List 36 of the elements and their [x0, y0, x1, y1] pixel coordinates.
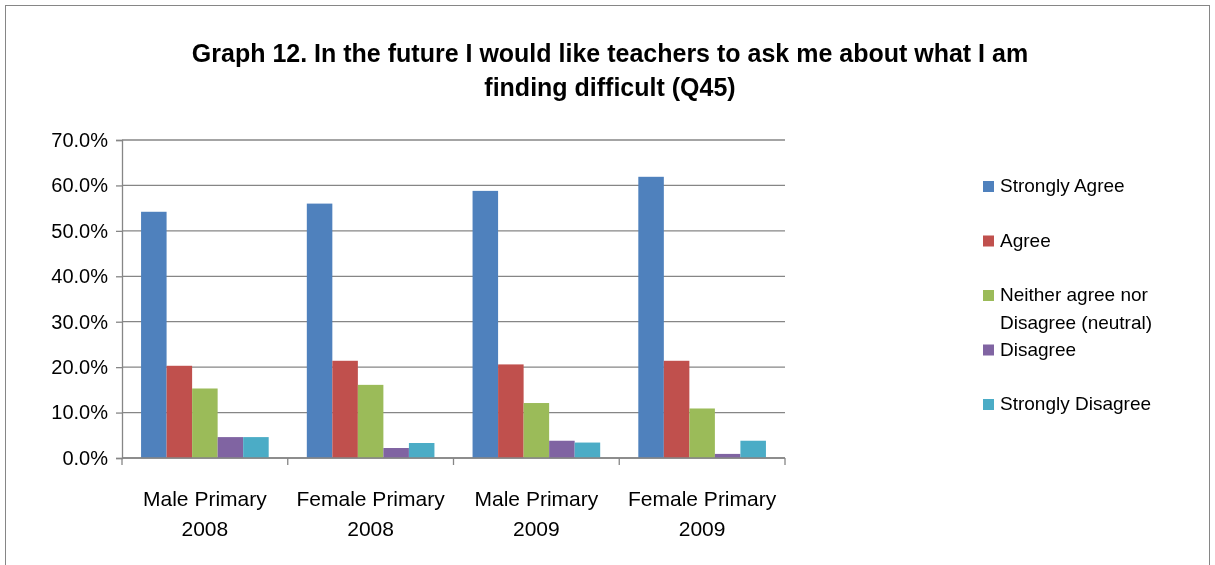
- bar: [408, 443, 435, 458]
- legend-label: Strongly Agree: [1000, 175, 1125, 196]
- legend-label: Strongly Disagree: [1000, 393, 1152, 414]
- bar: [383, 448, 409, 458]
- y-tick-label: 20.0%: [51, 356, 109, 379]
- bar: [549, 440, 575, 458]
- y-tick-label: 70.0%: [51, 128, 109, 151]
- bar: [217, 437, 244, 458]
- x-tick-label: Female Primary 2008: [296, 487, 446, 540]
- y-tick-label: 50.0%: [51, 219, 109, 242]
- legend-label: Neither agree nor Disagree (neutral): [1000, 284, 1153, 333]
- y-tick-label: 30.0%: [51, 310, 109, 333]
- y-tick-label: 10.0%: [51, 401, 109, 424]
- bar: [740, 440, 766, 458]
- y-tick-label: 0.0%: [62, 446, 109, 469]
- bar: [498, 364, 524, 458]
- bar: [192, 388, 218, 458]
- bar: [166, 365, 193, 458]
- x-tick-label: Male Primary 2009: [474, 487, 599, 540]
- bar: [357, 384, 384, 458]
- bar: [689, 408, 715, 458]
- bar: [332, 360, 358, 458]
- x-tick-label: Female Primary 2009: [628, 487, 777, 540]
- x-tick-label: Male Primary 2008: [143, 487, 268, 540]
- y-tick-label: 60.0%: [51, 174, 109, 197]
- bar: [638, 176, 664, 458]
- bar: [472, 190, 499, 458]
- chart-title: Graph 12. In the future I would like teachers to ask me about what I am finding difficult (Q45): [191, 39, 1029, 101]
- y-tick-label: 40.0%: [51, 265, 109, 288]
- bar: [243, 437, 269, 458]
- bar: [141, 211, 167, 458]
- legend-label: Agree: [1000, 229, 1051, 251]
- bar: [663, 360, 690, 458]
- bar: [306, 203, 333, 458]
- bar: [523, 403, 550, 458]
- legend-label: Disagree: [1000, 338, 1077, 360]
